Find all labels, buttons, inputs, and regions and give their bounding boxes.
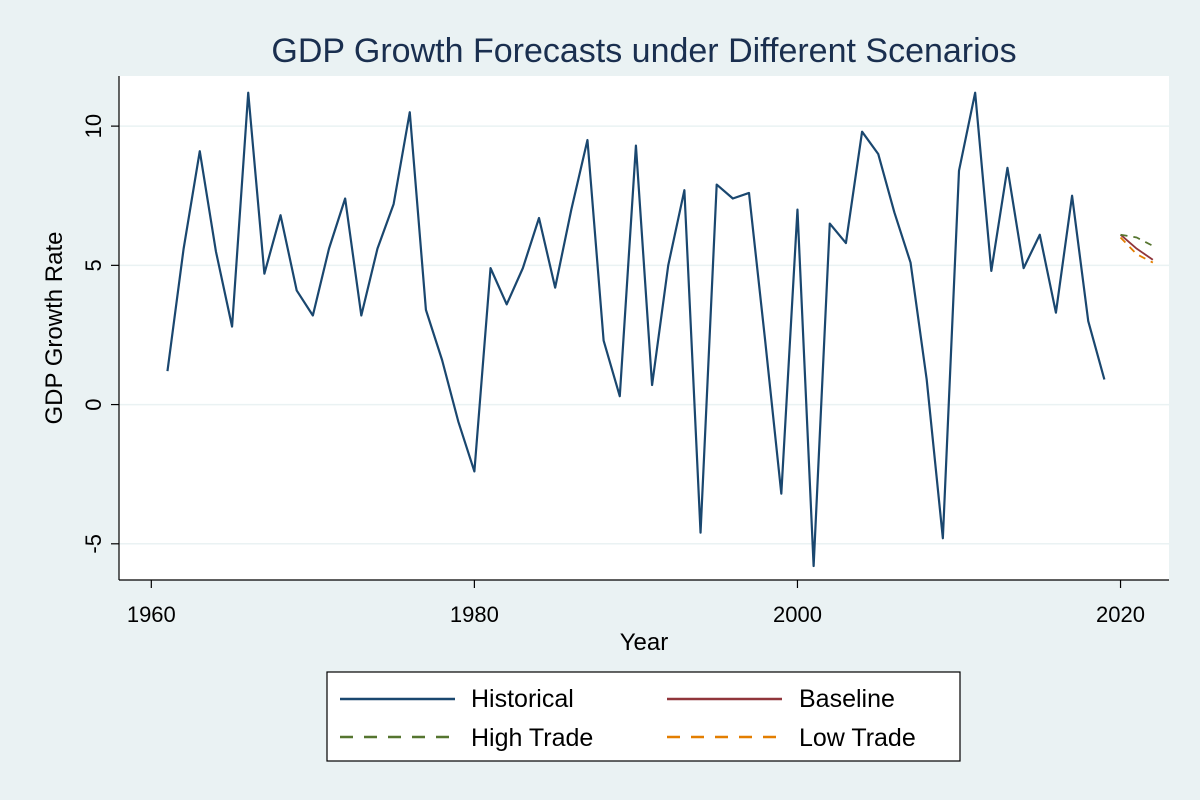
legend-label: Low Trade xyxy=(799,724,916,752)
x-tick-label: 1960 xyxy=(127,602,176,627)
ticks: -5 0 5 10 1960 1980 2000 2020 xyxy=(81,114,1145,627)
axes xyxy=(118,76,1169,581)
plot-area xyxy=(119,76,1169,580)
legend-item-high-trade: High Trade xyxy=(340,724,593,752)
series-line-baseline xyxy=(1119,234,1154,261)
legend-item-low-trade: Low Trade xyxy=(667,724,916,752)
legend-item-historical: Historical xyxy=(340,685,574,713)
legend-label: High Trade xyxy=(471,724,593,752)
legend-box xyxy=(326,671,961,762)
y-tick-label: 10 xyxy=(81,114,106,138)
series-line-high-trade xyxy=(1120,233,1154,247)
series-line-historical xyxy=(166,91,1106,568)
series-layer xyxy=(166,91,1154,568)
y-axis-title: GDP Growth Rate xyxy=(41,232,68,425)
legend: Historical Baseline High Trade Low Trade xyxy=(326,671,961,762)
x-axis-title: Year xyxy=(620,629,669,656)
chart-title: GDP Growth Forecasts under Different Sce… xyxy=(271,32,1016,70)
legend-label: Baseline xyxy=(799,685,895,713)
y-tick-label: -5 xyxy=(81,534,106,554)
legend-item-baseline: Baseline xyxy=(667,685,895,713)
y-tick-label: 0 xyxy=(81,398,106,410)
x-tick-label: 2000 xyxy=(773,602,822,627)
x-tick-label: 1980 xyxy=(450,602,499,627)
x-tick-label: 2020 xyxy=(1096,602,1145,627)
legend-label: Historical xyxy=(471,685,574,713)
y-tick-label: 5 xyxy=(81,259,106,271)
